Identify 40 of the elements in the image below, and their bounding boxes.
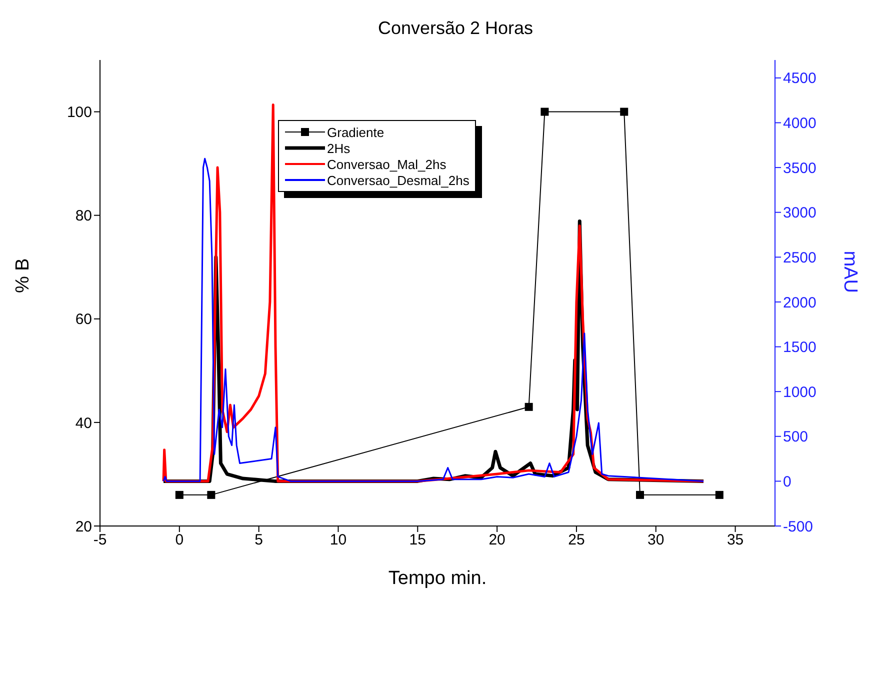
x-tick-label: 0 <box>175 532 184 549</box>
y2-tick-label: 4000 <box>783 115 816 132</box>
y2-axis-title: mAU <box>839 250 860 293</box>
y2-tick-label: 4500 <box>783 70 816 88</box>
y2-tick-label: 3000 <box>783 204 816 222</box>
y2-tick-label: 2500 <box>783 249 816 266</box>
y2-tick-label: 1000 <box>783 384 816 401</box>
y-tick-label: 100 <box>66 104 92 122</box>
point <box>207 490 216 499</box>
y2-tick-label: 0 <box>783 474 792 491</box>
point <box>715 490 724 499</box>
x-axis-title: Tempo min. <box>388 568 487 589</box>
chart-title: Conversão 2 Horas <box>376 17 534 40</box>
legend-label: Conversao_Desmal_2hs <box>327 172 470 188</box>
x-tick-label: 10 <box>330 532 347 549</box>
y2-tick-label: 2000 <box>783 294 816 312</box>
legend-label: Conversao_Mal_2hs <box>327 156 446 172</box>
legend-label: 2Hs <box>327 140 350 156</box>
point <box>540 108 549 116</box>
y-tick-label: 80 <box>75 208 92 225</box>
x-tick-label: 20 <box>488 532 506 549</box>
y-tick-label: 20 <box>75 518 92 536</box>
point <box>620 108 628 116</box>
legend-label: Gradiente <box>327 124 384 140</box>
y-tick-label: 40 <box>75 414 92 432</box>
x-tick-label: 35 <box>726 532 744 549</box>
x-tick-label: 15 <box>409 532 426 549</box>
x-tick-label: 5 <box>254 532 263 549</box>
y2-tick-label: 500 <box>783 428 808 446</box>
y-axis-title: % B <box>12 258 34 293</box>
point <box>636 490 644 499</box>
y2-tick-label: -500 <box>783 518 814 536</box>
y2-tick-label: 3500 <box>783 160 816 177</box>
x-tick-label: -5 <box>93 532 107 549</box>
x-tick-label: 25 <box>568 532 585 549</box>
y-tick-label: 60 <box>75 311 92 328</box>
y2-tick-label: 1500 <box>783 339 816 356</box>
point <box>175 490 184 499</box>
point <box>524 402 533 411</box>
x-tick-label: 30 <box>648 532 664 549</box>
